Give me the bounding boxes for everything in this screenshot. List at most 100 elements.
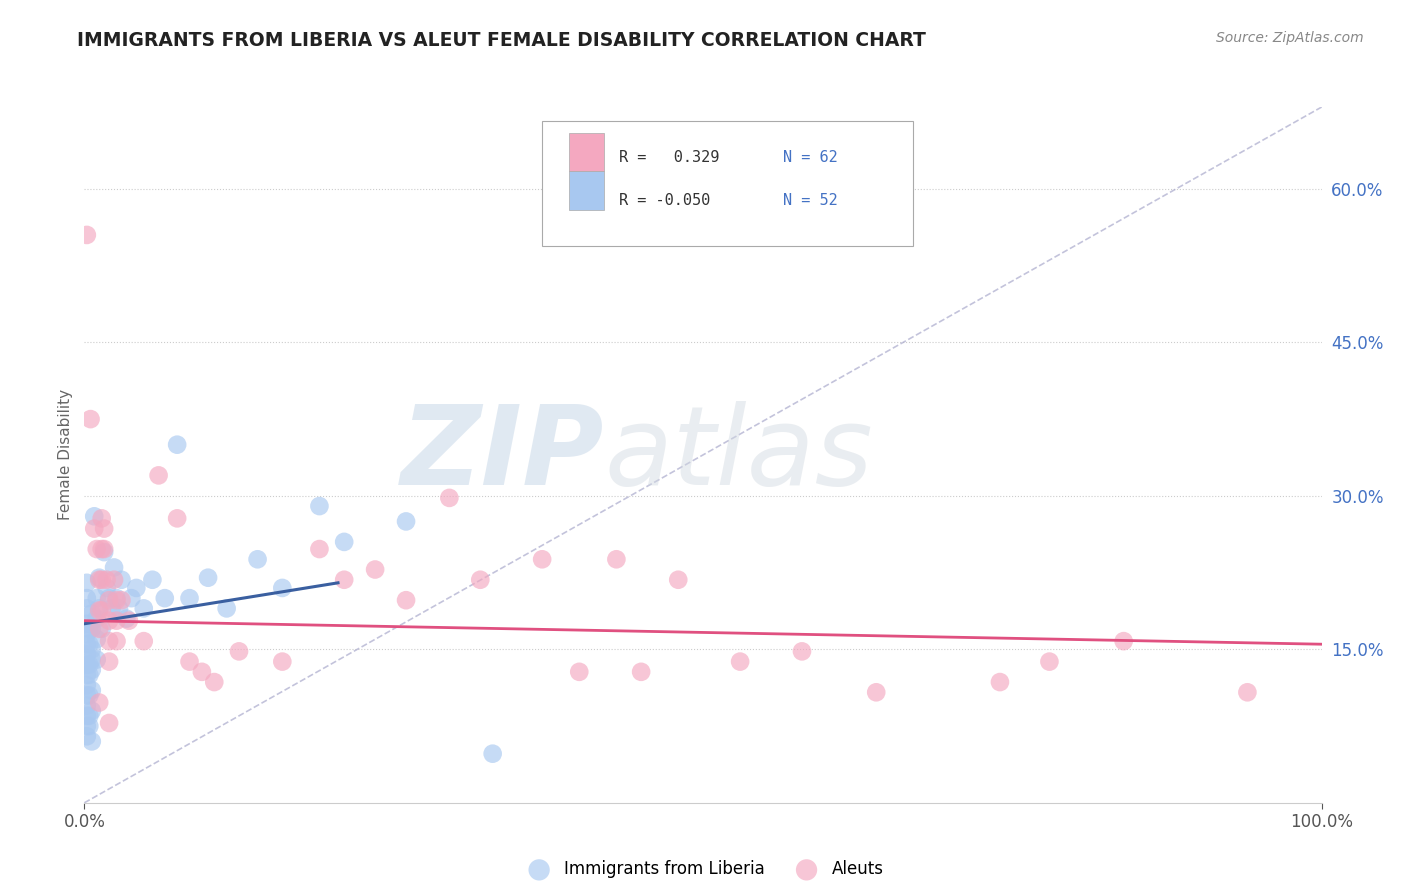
Point (80, 622, 103, 636)
Point (89, 601, 111, 615)
Legend: Immigrants from Liberia, Aleuts: Immigrants from Liberia, Aleuts (516, 854, 890, 885)
Point (79, 689, 101, 703)
Point (98, 591, 121, 606)
Point (76, 591, 98, 606)
Point (76, 627, 98, 641)
Point (76, 698, 98, 713)
Point (76, 601, 98, 615)
Point (90, 542, 112, 557)
Point (132, 634, 155, 648)
Point (98, 634, 121, 648)
Point (630, 665, 652, 679)
Point (197, 571, 219, 585)
Point (79, 412, 101, 426)
Point (76, 637, 98, 651)
Point (865, 685, 887, 699)
Point (568, 665, 591, 679)
Bar (569, 171, 605, 210)
Point (215, 601, 238, 615)
Point (988, 675, 1011, 690)
Point (271, 581, 294, 595)
Point (89, 573, 111, 587)
Point (728, 655, 751, 669)
Point (79, 657, 101, 672)
Point (105, 593, 128, 607)
Point (439, 491, 461, 505)
Text: ZIP: ZIP (401, 401, 605, 508)
Bar (569, 133, 605, 171)
Point (90, 622, 112, 636)
Point (125, 581, 148, 595)
Point (1236, 685, 1258, 699)
Text: N = 62: N = 62 (783, 150, 838, 165)
Point (166, 511, 188, 525)
Point (83, 509, 105, 524)
Point (98, 716, 121, 731)
Point (79, 668, 101, 682)
Text: IMMIGRANTS FROM LIBERIA VS ALEUT FEMALE DISABILITY CORRELATION CHART: IMMIGRANTS FROM LIBERIA VS ALEUT FEMALE … (77, 31, 927, 50)
Point (89, 622, 111, 636)
Point (308, 542, 330, 557)
Point (103, 560, 125, 574)
Point (80, 704, 103, 718)
Point (271, 655, 294, 669)
Point (79, 622, 101, 636)
Point (120, 591, 142, 606)
Point (76, 227, 98, 242)
Point (108, 601, 131, 615)
Point (80, 607, 103, 621)
Point (76, 729, 98, 743)
Point (93, 522, 115, 536)
Point (308, 499, 330, 513)
Point (89, 603, 111, 617)
Point (96, 573, 118, 587)
Point (98, 593, 121, 607)
Point (93, 545, 115, 559)
Point (90, 511, 112, 525)
Point (86, 632, 108, 646)
Text: atlas: atlas (605, 401, 873, 508)
Point (132, 601, 155, 615)
Point (89, 696, 111, 710)
Point (76, 668, 98, 682)
Text: R = -0.050: R = -0.050 (619, 194, 710, 209)
Point (110, 593, 132, 607)
Point (153, 591, 176, 606)
Point (105, 614, 128, 628)
Point (470, 573, 492, 587)
Point (90, 603, 112, 617)
Point (86, 591, 108, 606)
Point (89, 571, 111, 585)
Point (76, 657, 98, 672)
Point (531, 552, 554, 566)
Point (98, 655, 121, 669)
Point (76, 616, 98, 631)
Text: N = 52: N = 52 (783, 194, 838, 209)
Point (202, 675, 225, 690)
Text: R =   0.329: R = 0.329 (619, 150, 720, 165)
Point (79, 708, 101, 723)
Point (333, 535, 356, 549)
Point (246, 552, 269, 566)
Point (76, 719, 98, 733)
Point (481, 747, 503, 761)
Point (100, 601, 122, 615)
Point (80, 663, 103, 677)
Point (86, 612, 108, 626)
Point (76, 689, 98, 703)
Point (790, 644, 813, 658)
Point (76, 678, 98, 692)
Point (141, 573, 163, 587)
Point (76, 575, 98, 590)
Point (79, 719, 101, 733)
Point (90, 573, 112, 587)
Point (179, 591, 201, 606)
Point (96, 581, 118, 595)
Point (76, 708, 98, 723)
Point (118, 614, 141, 628)
Point (76, 648, 98, 662)
Point (1038, 655, 1060, 669)
Y-axis label: Female Disability: Female Disability (58, 389, 73, 521)
Point (105, 591, 128, 606)
Point (333, 573, 356, 587)
